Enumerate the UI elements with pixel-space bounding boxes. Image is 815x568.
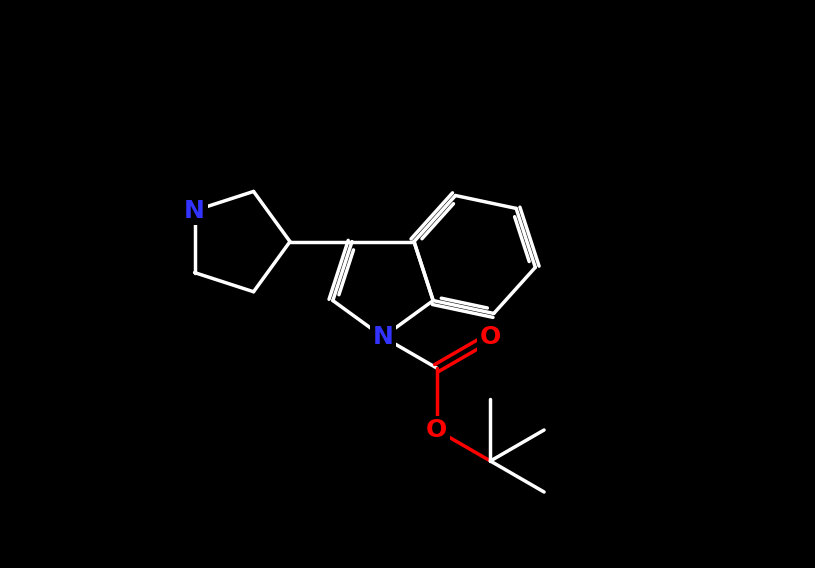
Text: N: N — [184, 199, 205, 223]
Text: O: O — [426, 418, 447, 442]
Text: O: O — [480, 325, 501, 349]
Text: N: N — [372, 325, 394, 349]
